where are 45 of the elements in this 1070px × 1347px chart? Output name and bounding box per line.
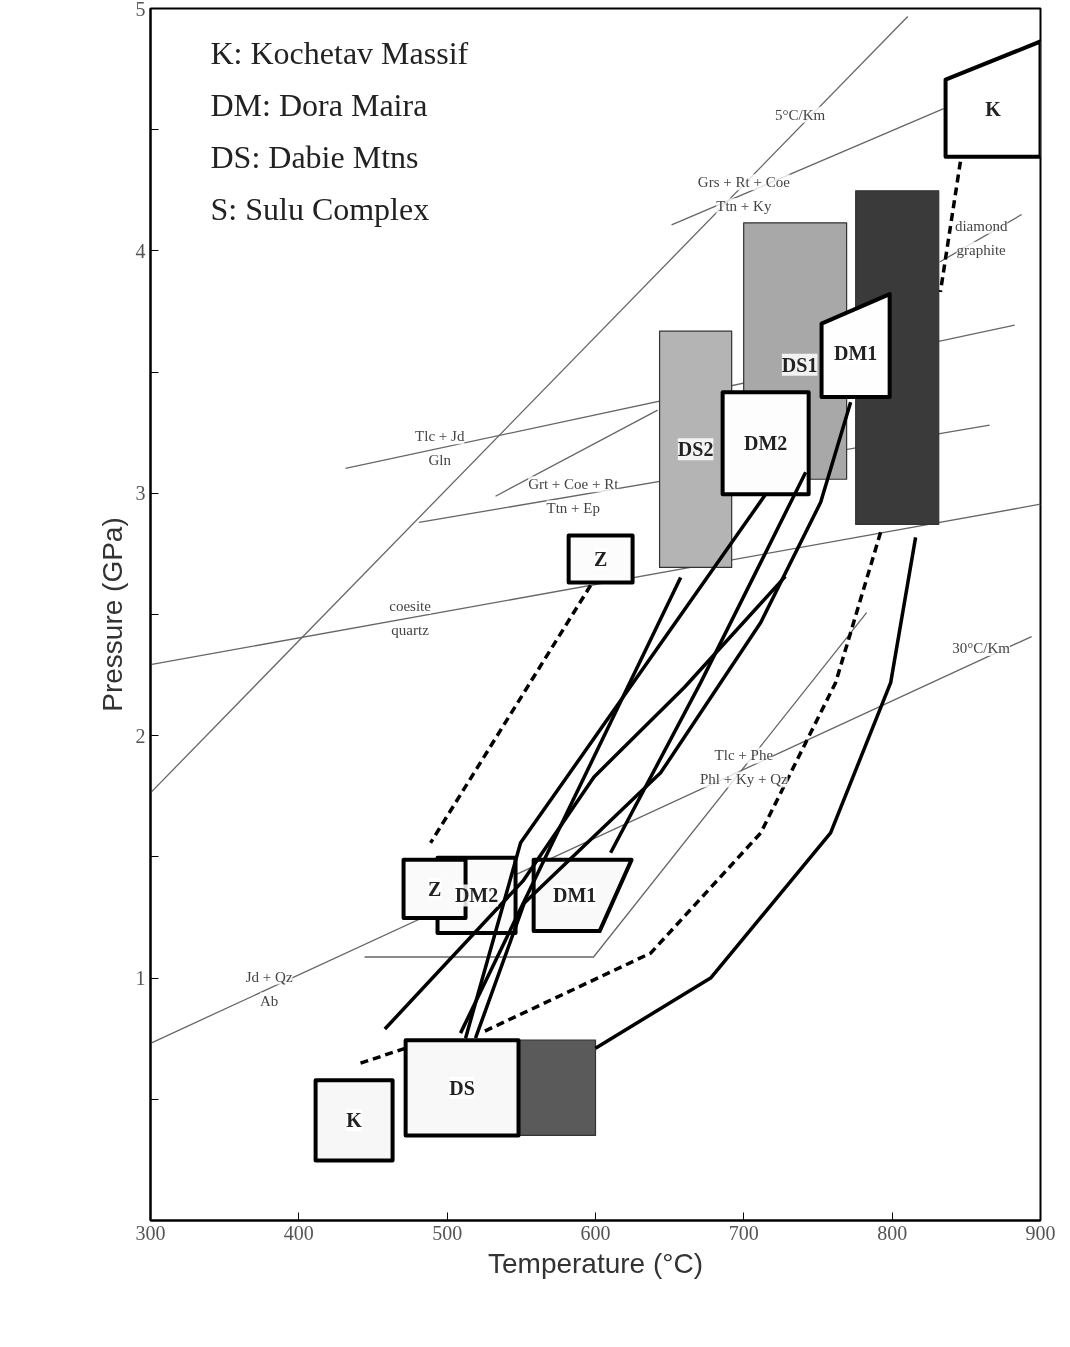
y-tick-label: 1 [135, 967, 146, 990]
annotation: Tlc + Jd [415, 428, 465, 445]
annotation: Grs + Rt + Coe [697, 174, 791, 191]
x-tick-label: 300 [135, 1221, 166, 1244]
y-tick-label: 2 [135, 724, 146, 747]
series-label: DM2 [454, 884, 499, 907]
y-tick-label: 5 [135, 0, 146, 20]
series-label: DS1 [781, 353, 818, 376]
annotation: S: Sulu Complex [210, 190, 430, 227]
annotation: graphite [956, 241, 1007, 258]
annotation: DS: Dabie Mtns [210, 138, 419, 175]
x-tick-label: 500 [432, 1221, 463, 1244]
annotation: Grt + Coe + Rt [528, 476, 620, 493]
annotation: Gln [428, 452, 452, 469]
series-label: DS2 [677, 438, 714, 461]
annotation: coesite [389, 597, 432, 614]
series-label: DM1 [833, 341, 878, 364]
annotation: Jd + Qz [245, 968, 293, 985]
annotation: diamond [954, 217, 1008, 234]
series-label: K [346, 1109, 363, 1132]
series-label: K [985, 97, 1002, 120]
x-tick-label: 900 [1025, 1221, 1056, 1244]
series-label: Z [427, 877, 442, 900]
annotation: Ttn + Ep [546, 500, 600, 517]
annotation: Ab [260, 992, 279, 1009]
annotation: DM: Dora Maira [210, 86, 428, 123]
annotation: 5°C/Km [775, 106, 826, 123]
annotation: Ttn + Ky [716, 198, 772, 215]
series-label: Z [593, 547, 608, 570]
series-label: DM2 [743, 432, 788, 455]
series-label: DM1 [552, 884, 597, 907]
annotation: 30°C/Km [952, 640, 1011, 657]
annotation: K: Kochetav Massif [210, 34, 469, 71]
x-tick-label: 600 [580, 1221, 611, 1244]
annotation: quartz [391, 621, 430, 638]
y-tick-label: 4 [135, 239, 146, 262]
x-tick-label: 700 [728, 1221, 759, 1244]
y-tick-label: 3 [135, 482, 146, 505]
y-axis-title: Pressure (GPa) [96, 517, 128, 712]
x-axis-title: Temperature (°C) [487, 1247, 704, 1279]
x-tick-label: 400 [283, 1221, 314, 1244]
x-tick-label: 800 [877, 1221, 908, 1244]
annotation: Tlc + Phe [714, 747, 774, 764]
series-label: DS [449, 1076, 475, 1099]
annotation: Phl + Ky + Qz [699, 771, 789, 788]
